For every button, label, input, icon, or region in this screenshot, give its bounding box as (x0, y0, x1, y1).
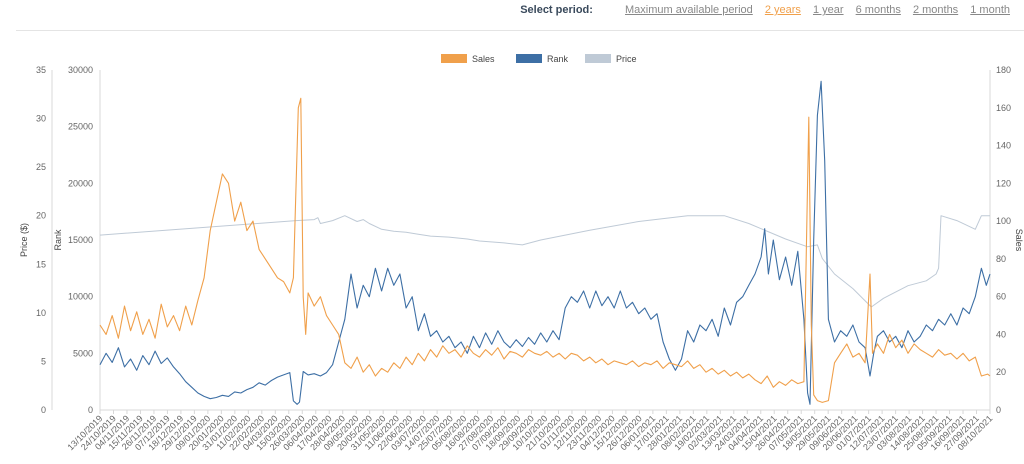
sales-tick-label: 160 (996, 103, 1011, 113)
sales-tick-label: 100 (996, 216, 1011, 226)
price-tick-label: 15 (36, 259, 46, 269)
period-option-6-months[interactable]: 6 months (855, 4, 901, 16)
sales-tick-label: 40 (996, 329, 1006, 339)
period-selector: Select period: Maximum available period … (520, 4, 1010, 20)
rank-tick-label: 20000 (68, 178, 93, 188)
rank-tick-label: 10000 (68, 292, 93, 302)
sales-tick-label: 180 (996, 65, 1011, 75)
price-tick-label: 5 (41, 356, 46, 366)
sales-tick-label: 60 (996, 292, 1006, 302)
legend-swatch-rank (516, 54, 542, 63)
legend-swatch-price (585, 54, 611, 63)
price-tick-label: 0 (41, 405, 46, 415)
price-tick-label: 20 (36, 211, 46, 221)
rank-tick-label: 30000 (68, 65, 93, 75)
sales-axis-title: Sales (1014, 229, 1024, 252)
series-line-price (99, 215, 990, 308)
series-line-rank (99, 80, 991, 405)
price-tick-label: 25 (36, 162, 46, 172)
series-line-sales (99, 97, 991, 403)
sales-tick-label: 140 (996, 141, 1011, 151)
sales-tick-label: 20 (996, 367, 1006, 377)
price-tick-label: 10 (36, 308, 46, 318)
period-option-2-months[interactable]: 2 months (912, 4, 959, 16)
header-divider (16, 30, 1024, 31)
price-tick-label: 30 (36, 114, 46, 124)
price-tick-label: 35 (36, 65, 46, 75)
rank-tick-label: 0 (88, 405, 93, 415)
legend-label-rank: Rank (547, 54, 569, 64)
legend-label-price: Price (616, 54, 637, 64)
sales-rank-price-chart: 0 5 10 15 20 25 30 35 0 5000 10000 15000 20000 25000 3… (19, 54, 1024, 452)
sales-tick-label: 80 (996, 254, 1006, 264)
price-axis-title: Price ($) (19, 223, 29, 257)
period-selector-label: Select period: (520, 4, 593, 16)
rank-tick-label: 15000 (68, 235, 93, 245)
rank-axis-title: Rank (53, 229, 63, 251)
period-option-1-month[interactable]: 1 month (970, 4, 1010, 16)
sales-tick-label: 0 (996, 405, 1001, 415)
sales-tick-label: 120 (996, 178, 1011, 188)
rank-tick-label: 5000 (73, 348, 93, 358)
period-option-2-years[interactable]: 2 years (764, 4, 801, 16)
period-option-maximum[interactable]: Maximum available period (625, 4, 753, 16)
rank-tick-label: 25000 (68, 122, 93, 132)
period-option-1-year[interactable]: 1 year (812, 4, 844, 16)
legend-label-sales: Sales (472, 54, 495, 64)
legend-swatch-sales (441, 54, 467, 63)
